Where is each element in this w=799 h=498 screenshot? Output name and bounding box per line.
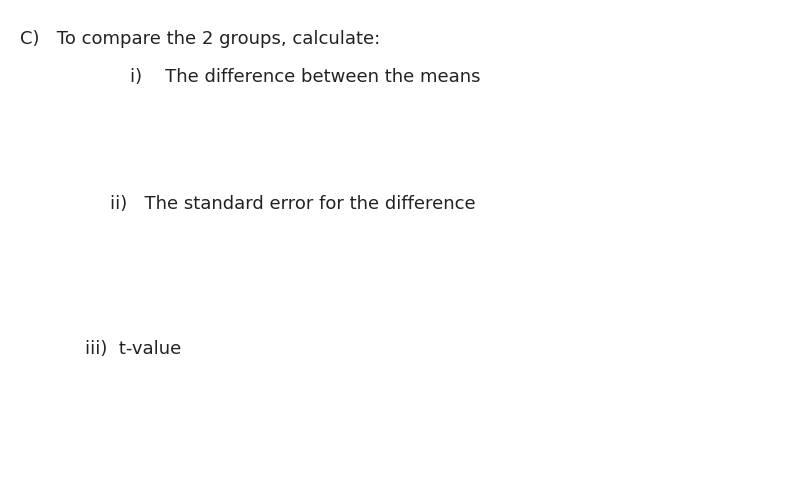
Text: C)   To compare the 2 groups, calculate:: C) To compare the 2 groups, calculate: bbox=[20, 30, 380, 48]
Text: ii)   The standard error for the difference: ii) The standard error for the differenc… bbox=[110, 195, 475, 213]
Text: i)    The difference between the means: i) The difference between the means bbox=[130, 68, 480, 86]
Text: iii)  t-value: iii) t-value bbox=[85, 340, 181, 358]
